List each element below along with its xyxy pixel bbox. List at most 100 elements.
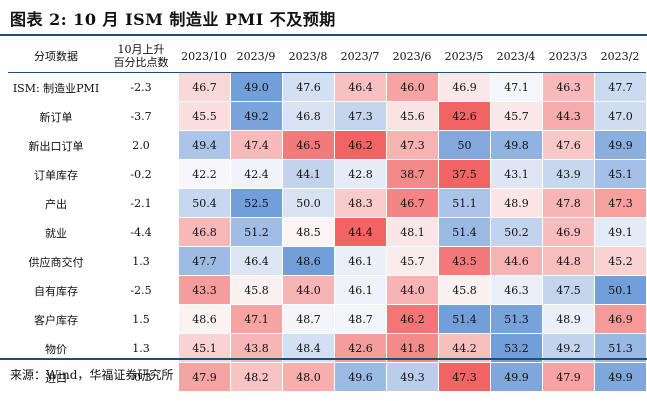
heat-cell: 49.0: [230, 73, 282, 102]
heat-cell: 50.0: [282, 189, 334, 218]
heat-cell: 48.0: [282, 363, 334, 392]
top-rule: [0, 34, 647, 36]
row-change: 1.3: [132, 255, 150, 268]
heat-cell: 44.3: [542, 102, 594, 131]
row-change: 2.0: [132, 139, 150, 152]
heat-cell: 45.5: [178, 102, 230, 131]
heat-cell: 49.9: [594, 363, 646, 392]
heat-cell: 45.1: [594, 160, 646, 189]
heat-cell: 47.3: [594, 189, 646, 218]
header-change: 10月上升 百分比点数: [104, 40, 178, 73]
chart-title: 图表 2: 10 月 ISM 制造业 PMI 不及预期: [10, 10, 336, 29]
column-header: 2023/4: [490, 40, 542, 73]
heat-cell: 47.8: [542, 189, 594, 218]
column-header: 2023/7: [334, 40, 386, 73]
row-change: -3.7: [130, 110, 152, 123]
heat-cell: 52.5: [230, 189, 282, 218]
row-label: 物价: [45, 342, 67, 356]
heat-cell: 46.4: [230, 247, 282, 276]
header-item: 分项数据: [8, 40, 104, 73]
heat-cell: 49.1: [594, 218, 646, 247]
heat-cell: 47.1: [490, 73, 542, 102]
heat-cell: 47.3: [438, 363, 490, 392]
row-label: 订单库存: [34, 168, 78, 182]
heat-cell: 46.7: [178, 73, 230, 102]
heat-cell: 48.1: [386, 218, 438, 247]
heat-cell: 49.6: [334, 363, 386, 392]
heat-cell: 43.5: [438, 247, 490, 276]
heat-cell: 37.5: [438, 160, 490, 189]
heat-cell: 42.4: [230, 160, 282, 189]
heat-cell: 48.9: [542, 305, 594, 334]
bottom-rule: [0, 358, 647, 360]
heat-cell: 46.9: [594, 305, 646, 334]
row-change: -0.2: [130, 168, 152, 181]
column-header: 2023/10: [178, 40, 230, 73]
row-change: 1.5: [132, 313, 150, 326]
heat-cell: 47.5: [542, 276, 594, 305]
heat-cell: 38.7: [386, 160, 438, 189]
heat-cell: 48.6: [178, 305, 230, 334]
heat-cell: 49.8: [490, 131, 542, 160]
table-row: 订单库存 -0.2 42.2 42.4 44.1 42.8 38.7 37.5 43.1 43.9…: [8, 160, 646, 189]
row-change: 1.3: [132, 342, 150, 355]
heat-cell: 51.4: [438, 305, 490, 334]
heat-cell: 46.2: [386, 305, 438, 334]
row-label: 自有库存: [34, 284, 78, 298]
header-row: 分项数据 10月上升 百分比点数 2023/10 2023/9 2023/8 2023…: [8, 40, 646, 73]
heatmap-table: 分项数据 10月上升 百分比点数 2023/10 2023/9 2023/8 2023…: [8, 40, 646, 392]
heat-cell: 46.0: [386, 73, 438, 102]
heat-cell: 48.3: [334, 189, 386, 218]
row-change: -0.3: [130, 371, 152, 384]
heat-cell: 42.2: [178, 160, 230, 189]
heat-cell: 44.6: [490, 247, 542, 276]
row-change: -2.3: [130, 81, 152, 94]
column-header: 2023/8: [282, 40, 334, 73]
row-label: 供应商交付: [28, 255, 84, 269]
heat-cell: 48.5: [282, 218, 334, 247]
heat-cell: 46.8: [178, 218, 230, 247]
heat-cell: 47.7: [594, 73, 646, 102]
heat-cell: 47.6: [542, 131, 594, 160]
heat-cell: 49.3: [386, 363, 438, 392]
heat-cell: 48.9: [490, 189, 542, 218]
table-row: 新出口订单 2.0 49.4 47.4 46.5 46.2 47.3 50 49.8 47.6 49…: [8, 131, 646, 160]
heat-cell: 51.2: [230, 218, 282, 247]
heat-cell: 47.1: [230, 305, 282, 334]
table-row: 新订单 -3.7 45.5 49.2 46.8 47.3 45.6 42.6 45.7 44.3 4…: [8, 102, 646, 131]
heat-cell: 46.9: [438, 73, 490, 102]
table-row: ISM: 制造业PMI -2.3 46.7 49.0 47.6 46.4 46.0 46.9 4…: [8, 73, 646, 102]
heat-cell: 46.2: [334, 131, 386, 160]
row-label: 新订单: [39, 110, 73, 124]
heat-cell: 46.1: [334, 247, 386, 276]
heat-cell: 48.7: [282, 305, 334, 334]
source-note: 来源：Wind，华福证券研究所: [10, 368, 174, 382]
heat-cell: 45.6: [386, 102, 438, 131]
heat-cell: 45.2: [594, 247, 646, 276]
row-label: ISM: 制造业PMI: [12, 81, 100, 95]
heat-cell: 49.4: [178, 131, 230, 160]
column-header: 2023/9: [230, 40, 282, 73]
heat-cell: 48.7: [334, 305, 386, 334]
heat-cell: 49.2: [230, 102, 282, 131]
heat-cell: 44.1: [282, 160, 334, 189]
heat-cell: 50: [438, 131, 490, 160]
heat-cell: 45.8: [438, 276, 490, 305]
heat-cell: 47.4: [230, 131, 282, 160]
table-row: 就业 -4.4 46.8 51.2 48.5 44.4 48.1 51.4 50.2 46.9 49…: [8, 218, 646, 247]
header-change-line2: 百分比点数: [113, 56, 169, 69]
heat-cell: 44.4: [334, 218, 386, 247]
heat-cell: 47.9: [178, 363, 230, 392]
heat-cell: 43.8: [230, 334, 282, 363]
heat-cell: 42.8: [334, 160, 386, 189]
heat-cell: 44.8: [542, 247, 594, 276]
heat-cell: 51.1: [438, 189, 490, 218]
row-change: -4.4: [130, 226, 152, 239]
heat-cell: 45.7: [386, 247, 438, 276]
heat-cell: 42.6: [438, 102, 490, 131]
column-header: 2023/2: [594, 40, 646, 73]
table-row: 产出 -2.1 50.4 52.5 50.0 48.3 46.7 51.1 48.9 47.8 47…: [8, 189, 646, 218]
row-label: 产出: [45, 197, 67, 211]
heat-cell: 50.1: [594, 276, 646, 305]
column-header: 2023/3: [542, 40, 594, 73]
